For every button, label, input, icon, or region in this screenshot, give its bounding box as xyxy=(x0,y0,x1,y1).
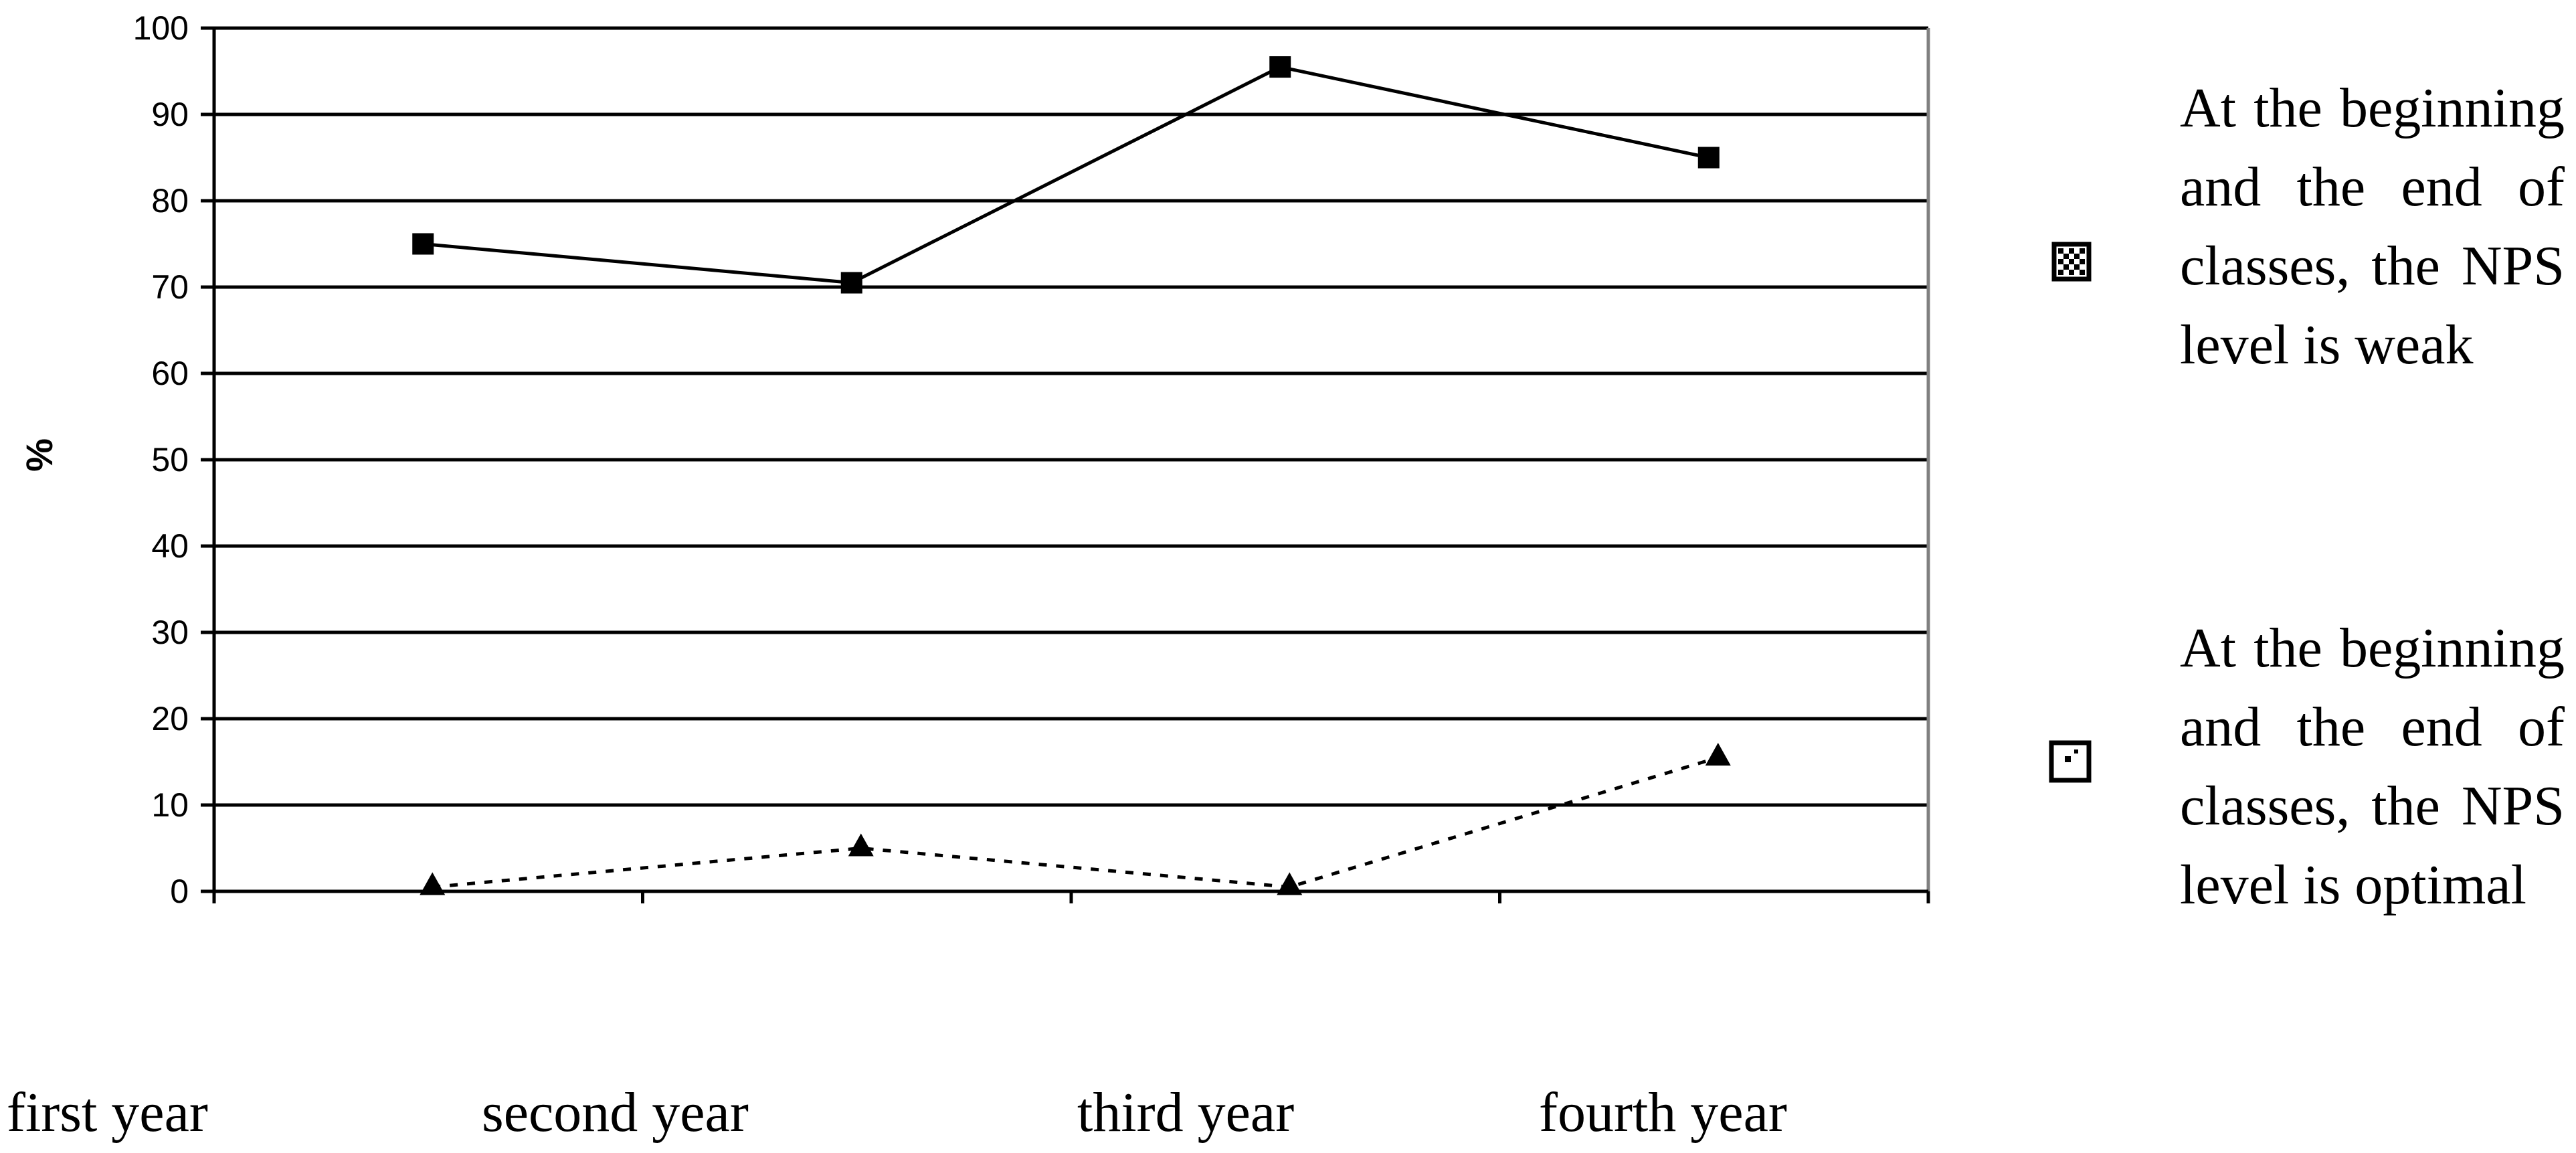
legend-optimal-box xyxy=(2049,740,2092,783)
legend-weak-checker xyxy=(2080,259,2085,264)
y-tick-label-80: 80 xyxy=(151,182,189,219)
y-tick-labels: 0 10 20 30 40 50 60 70 80 90 100 xyxy=(133,9,189,910)
y-axis-title: % xyxy=(18,438,60,472)
legend-optimal-dot xyxy=(2065,756,2071,762)
series-1-point-4 xyxy=(1697,147,1720,169)
legend-weak-checker xyxy=(2069,259,2074,264)
legend-weak-checker xyxy=(2069,270,2074,275)
y-tick-label-10: 10 xyxy=(151,786,189,824)
series-markers xyxy=(412,56,1731,895)
gridlines xyxy=(214,26,1928,807)
series-1-point-1 xyxy=(412,233,434,255)
legend-weak-checker xyxy=(2074,264,2080,270)
x-category-label-2: second year xyxy=(482,1081,749,1144)
legend-weak-checker xyxy=(2069,248,2074,254)
x-category-label-4: fourth year xyxy=(1539,1081,1787,1144)
y-tick-label-60: 60 xyxy=(151,355,189,392)
y-tick-label-100: 100 xyxy=(133,9,189,47)
checkered-square-icon xyxy=(2051,242,2092,282)
y-tick-label-90: 90 xyxy=(151,96,189,133)
legend-weak-checker xyxy=(2080,248,2085,254)
legend-weak-checker xyxy=(2080,270,2085,275)
legend-weak-checker xyxy=(2063,264,2069,270)
y-tick-label-70: 70 xyxy=(151,268,189,306)
legend-weak-checker xyxy=(2058,270,2063,275)
y-tick-label-20: 20 xyxy=(151,700,189,737)
series-1-point-3 xyxy=(1269,56,1291,78)
series-2-point-2 xyxy=(848,833,874,857)
series-line-1 xyxy=(423,65,1710,285)
legend-entry-weak: At the beginning and the end of classes,… xyxy=(2180,77,2565,376)
series-2-point-1 xyxy=(420,872,446,895)
x-category-label-3: third year xyxy=(1077,1081,1294,1144)
series-2-point-3 xyxy=(1277,872,1303,895)
x-category-label-1: first year xyxy=(7,1081,208,1144)
legend-weak-checker xyxy=(2063,254,2069,259)
y-tick-label-40: 40 xyxy=(151,527,189,565)
legend-icons xyxy=(2049,242,2092,783)
y-tick-label-0: 0 xyxy=(170,873,189,910)
y-tick-label-50: 50 xyxy=(151,441,189,478)
legend-weak-checker xyxy=(2058,259,2063,264)
legend-weak-checker xyxy=(2074,254,2080,259)
y-tick-label-30: 30 xyxy=(151,614,189,651)
series-line-2 xyxy=(432,756,1719,889)
x-category-labels: first year second year third year fourth ye… xyxy=(7,1081,1787,1144)
series-1-point-2 xyxy=(840,272,862,294)
axes xyxy=(201,26,1930,903)
legend-entry-optimal: At the beginning and the end of classes,… xyxy=(2180,617,2565,916)
series-lines xyxy=(423,65,1719,889)
dotted-square-icon xyxy=(2049,740,2092,783)
legend-optimal-dot xyxy=(2074,749,2078,753)
legend-weak-checker xyxy=(2058,248,2063,254)
series-2-point-4 xyxy=(1705,743,1731,766)
